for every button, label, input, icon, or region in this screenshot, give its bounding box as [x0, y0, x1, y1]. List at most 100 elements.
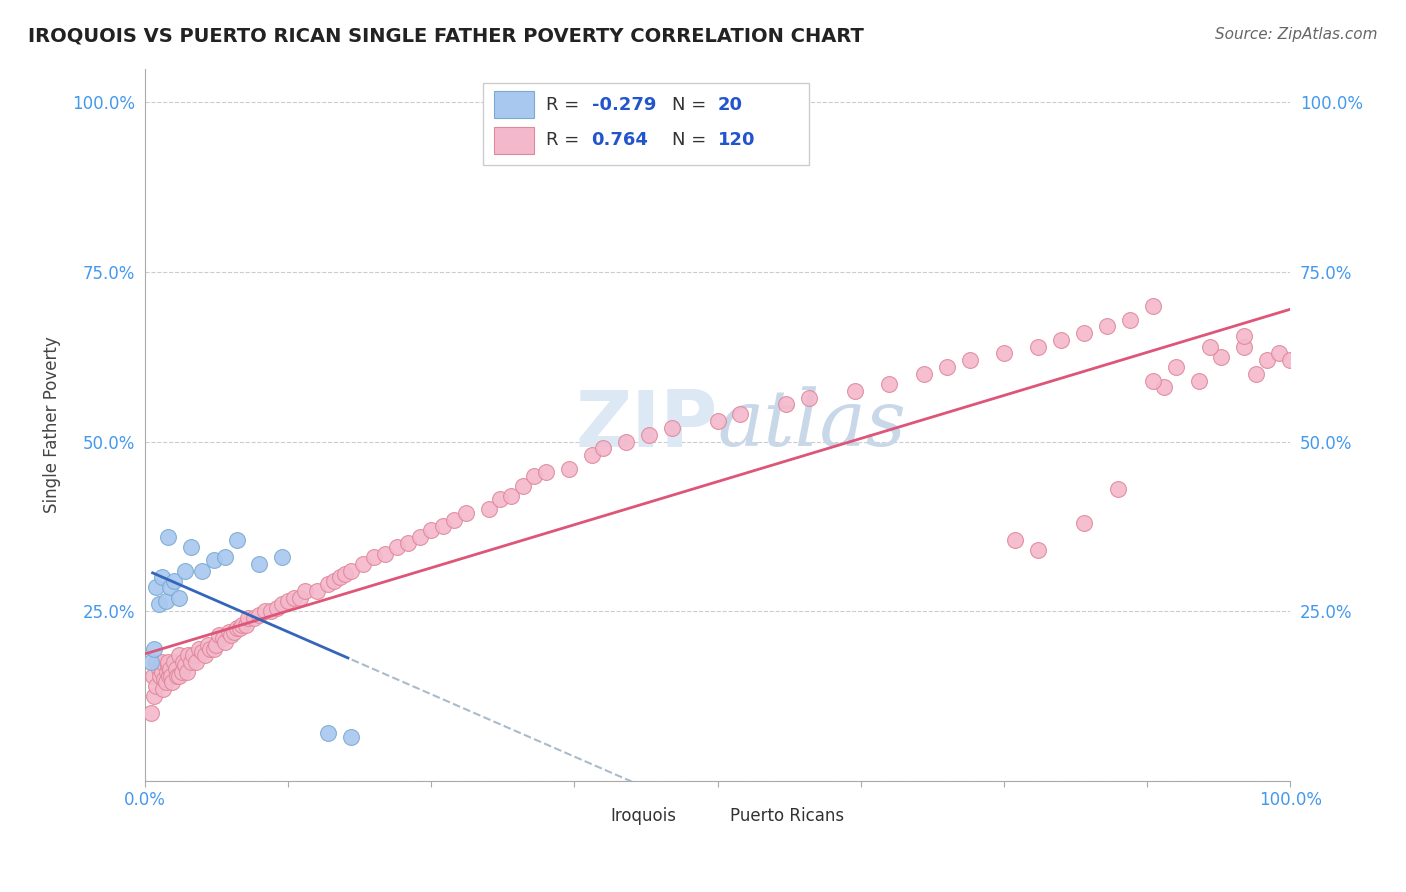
Point [512, 479, 534, 493]
Point [156, 665, 179, 680]
Point [501, 489, 523, 503]
Point [1107, 482, 1129, 496]
Point [169, 648, 191, 663]
Point [1256, 353, 1278, 368]
Point [211, 632, 233, 646]
Point [352, 557, 374, 571]
Point [177, 648, 200, 663]
Point [166, 668, 188, 682]
Point [409, 530, 432, 544]
Point [165, 662, 187, 676]
Point [340, 730, 363, 744]
Point [202, 553, 225, 567]
Point [169, 591, 191, 605]
Point [959, 353, 981, 368]
Text: N =: N = [672, 131, 706, 150]
Point [260, 604, 283, 618]
Point [148, 662, 170, 676]
Point [316, 726, 339, 740]
Point [156, 530, 179, 544]
Point [1233, 329, 1256, 343]
Point [534, 465, 557, 479]
Point [1050, 333, 1073, 347]
Point [340, 564, 363, 578]
Point [235, 617, 257, 632]
Point [155, 594, 177, 608]
Point [218, 624, 240, 639]
Point [614, 434, 637, 449]
Point [156, 655, 179, 669]
Point [1026, 543, 1049, 558]
FancyBboxPatch shape [495, 127, 534, 154]
Point [322, 574, 344, 588]
Point [145, 655, 167, 669]
FancyBboxPatch shape [482, 83, 810, 165]
Point [231, 617, 253, 632]
Point [1142, 374, 1164, 388]
Point [169, 668, 191, 682]
Point [156, 658, 179, 673]
Point [1153, 380, 1175, 394]
Point [1233, 340, 1256, 354]
Point [191, 645, 214, 659]
Point [149, 668, 172, 682]
Point [139, 706, 162, 720]
Point [254, 604, 277, 618]
Point [160, 668, 183, 682]
Point [162, 574, 184, 588]
Point [155, 675, 177, 690]
Point [224, 624, 246, 639]
Point [197, 638, 219, 652]
Point [420, 523, 443, 537]
Point [294, 583, 316, 598]
Point [148, 598, 170, 612]
Point [159, 581, 181, 595]
Point [1164, 359, 1187, 374]
Point [1244, 367, 1267, 381]
Point [1004, 533, 1026, 547]
Point [249, 607, 271, 622]
Point [661, 421, 683, 435]
Point [143, 689, 166, 703]
Text: R =: R = [546, 95, 579, 114]
Point [242, 611, 264, 625]
Point [581, 448, 603, 462]
Point [1119, 312, 1142, 326]
Point [153, 672, 176, 686]
Point [249, 557, 271, 571]
Point [557, 462, 579, 476]
Point [202, 641, 225, 656]
Point [1142, 299, 1164, 313]
Point [316, 577, 339, 591]
Y-axis label: Single Father Poverty: Single Father Poverty [44, 336, 60, 513]
Text: Puerto Ricans: Puerto Ricans [730, 806, 844, 825]
Point [637, 427, 659, 442]
Point [143, 641, 166, 656]
Point [1199, 340, 1222, 354]
Point [145, 581, 167, 595]
Point [205, 638, 228, 652]
Point [271, 598, 294, 612]
Point [277, 594, 299, 608]
Text: IROQUOIS VS PUERTO RICAN SINGLE FATHER POVERTY CORRELATION CHART: IROQUOIS VS PUERTO RICAN SINGLE FATHER P… [28, 27, 865, 45]
Point [142, 668, 165, 682]
Point [523, 468, 546, 483]
Text: -0.279: -0.279 [592, 95, 657, 114]
Point [993, 346, 1015, 360]
Text: N =: N = [672, 95, 706, 114]
Point [193, 648, 215, 663]
Point [176, 665, 198, 680]
Point [174, 658, 197, 673]
Point [385, 540, 408, 554]
Point [180, 540, 202, 554]
Point [1073, 516, 1095, 530]
Point [150, 665, 173, 680]
Text: Iroquois: Iroquois [610, 806, 676, 825]
Point [443, 513, 465, 527]
Point [1095, 319, 1118, 334]
Point [271, 549, 294, 564]
Point [150, 655, 173, 669]
Text: atlas: atlas [717, 386, 907, 463]
Point [236, 611, 259, 625]
Point [489, 492, 512, 507]
